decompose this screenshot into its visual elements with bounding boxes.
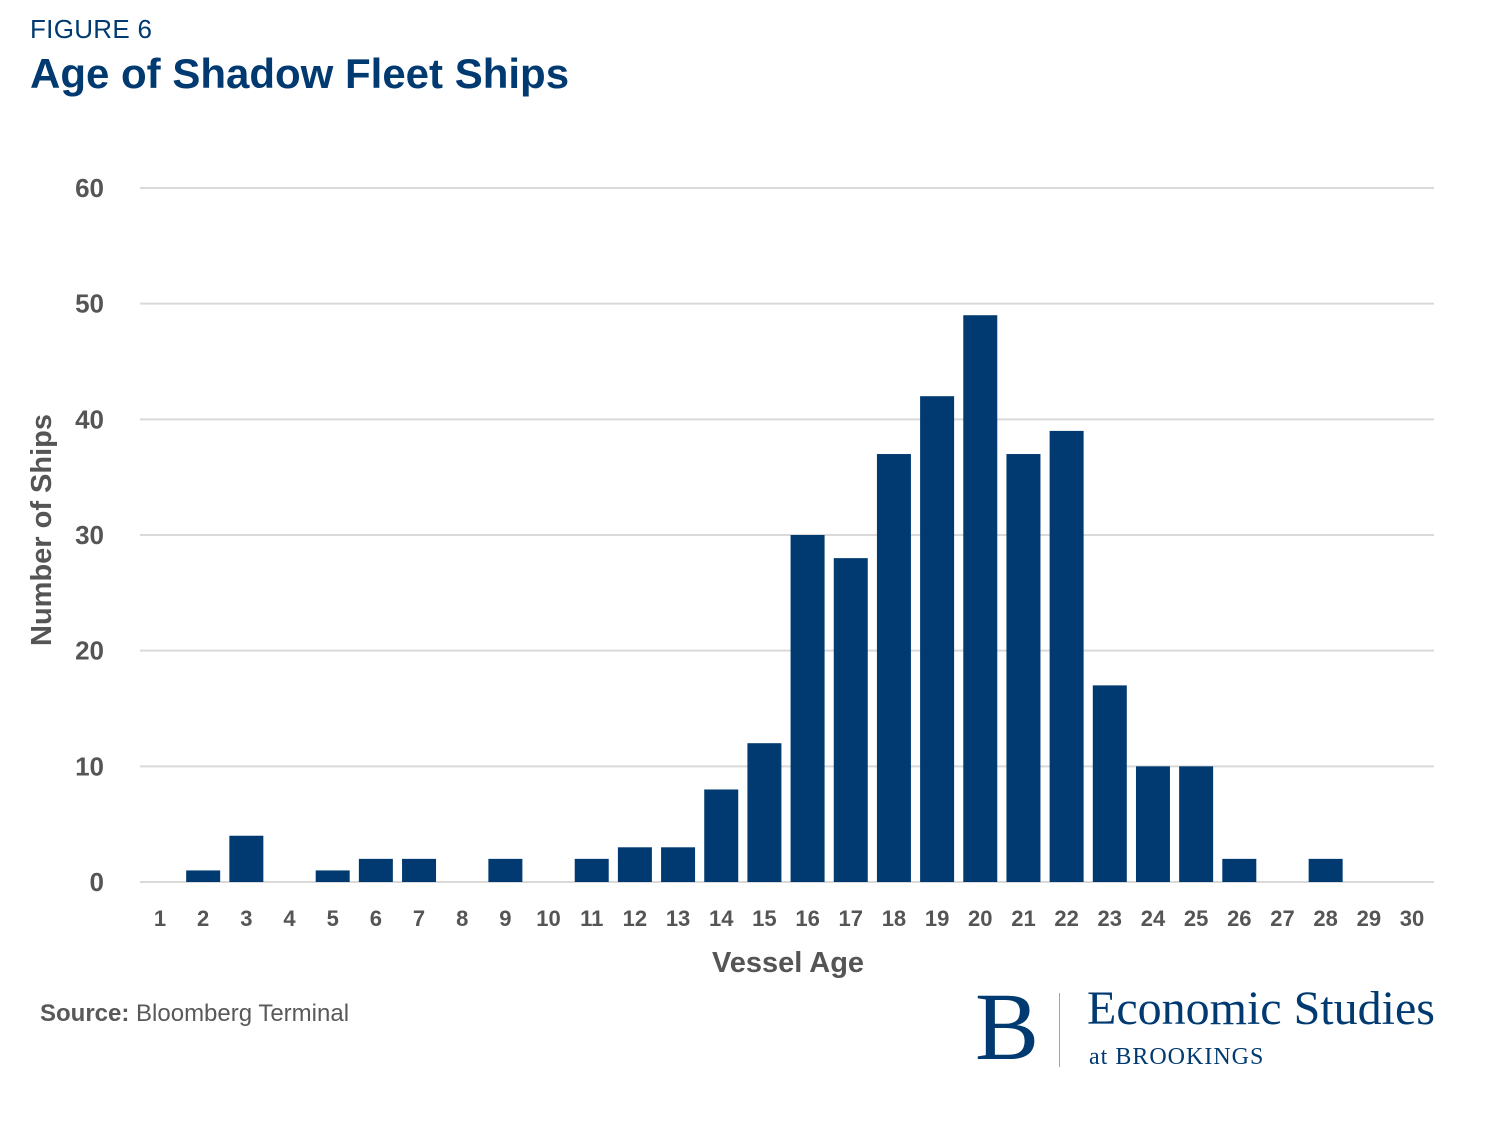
bar-age-9 xyxy=(488,858,523,882)
brookings-logo: B Economic Studies at BROOKINGS xyxy=(975,979,1475,1075)
x-tick-label: 29 xyxy=(1357,906,1381,931)
logo-subtitle: at BROOKINGS xyxy=(1089,1044,1265,1070)
source-text: Bloomberg Terminal xyxy=(136,1000,350,1027)
x-tick-label: 28 xyxy=(1313,906,1337,931)
y-tick-label: 20 xyxy=(75,636,104,666)
bar-age-28 xyxy=(1308,858,1343,882)
bar-age-13 xyxy=(661,847,696,882)
x-tick-label: 16 xyxy=(795,906,819,931)
bar-age-11 xyxy=(574,858,609,882)
x-tick-label: 26 xyxy=(1227,906,1251,931)
x-tick-label: 8 xyxy=(456,906,468,931)
x-tick-label: 5 xyxy=(327,906,339,931)
logo-name: Economic Studies xyxy=(1087,982,1435,1035)
x-tick-label: 23 xyxy=(1098,906,1122,931)
source-label: Source: xyxy=(40,1000,130,1027)
x-tick-label: 10 xyxy=(536,906,560,931)
bar-age-24 xyxy=(1135,766,1170,882)
bar-age-6 xyxy=(358,858,393,882)
source-note: Source: Bloomberg Terminal xyxy=(40,1000,349,1028)
x-tick-label: 15 xyxy=(752,906,776,931)
bar-age-15 xyxy=(747,743,782,882)
bar-age-16 xyxy=(790,535,825,882)
bars xyxy=(186,315,1343,882)
x-tick-label: 20 xyxy=(968,906,992,931)
bar-age-19 xyxy=(920,396,955,882)
bar-age-22 xyxy=(1049,430,1084,882)
bar-age-12 xyxy=(617,847,652,882)
x-axis-ticks: 1 2 3 4 5 6 7 8 9 10 11 12 13 14 15 16 17 18 19 20 21 22 23 24 2… xyxy=(154,906,1424,931)
x-tick-label: 19 xyxy=(925,906,949,931)
y-axis-title: Number of Ships xyxy=(26,414,58,646)
bar-age-25 xyxy=(1179,766,1214,882)
logo-mark: B xyxy=(975,973,1040,1080)
y-tick-label: 30 xyxy=(75,520,104,550)
x-tick-label: 6 xyxy=(370,906,382,931)
x-tick-label: 4 xyxy=(283,906,296,931)
x-tick-label: 24 xyxy=(1141,906,1166,931)
y-tick-label: 40 xyxy=(75,404,104,434)
y-tick-label: 60 xyxy=(75,173,104,203)
gridlines xyxy=(140,187,1434,883)
x-axis-title: Vessel Age xyxy=(712,947,864,979)
bar-age-21 xyxy=(1006,454,1041,882)
x-tick-label: 25 xyxy=(1184,906,1208,931)
x-tick-label: 18 xyxy=(882,906,906,931)
x-tick-label: 3 xyxy=(240,906,252,931)
x-tick-label: 14 xyxy=(709,906,734,931)
x-tick-label: 2 xyxy=(197,906,209,931)
bar-age-14 xyxy=(704,789,739,882)
y-tick-label: 50 xyxy=(75,289,104,319)
bar-age-18 xyxy=(876,454,911,882)
y-tick-label: 10 xyxy=(75,751,104,781)
x-tick-label: 22 xyxy=(1054,906,1078,931)
x-tick-label: 9 xyxy=(499,906,511,931)
bar-age-17 xyxy=(833,558,868,882)
bar-age-3 xyxy=(229,835,264,882)
x-tick-label: 11 xyxy=(580,906,603,931)
x-tick-label: 12 xyxy=(623,906,647,931)
x-tick-label: 13 xyxy=(666,906,690,931)
x-tick-label: 30 xyxy=(1400,906,1424,931)
x-tick-label: 7 xyxy=(413,906,425,931)
x-tick-label: 1 xyxy=(154,906,166,931)
logo-divider xyxy=(1059,993,1060,1067)
bar-age-5 xyxy=(315,870,350,882)
y-axis-ticks: 0 10 20 30 40 50 60 xyxy=(75,173,104,897)
bar-age-26 xyxy=(1222,858,1257,882)
x-tick-label: 17 xyxy=(839,906,863,931)
bar-age-7 xyxy=(402,858,437,882)
bar-age-2 xyxy=(186,870,221,882)
x-tick-label: 21 xyxy=(1011,906,1035,931)
bar-age-23 xyxy=(1092,685,1127,882)
bar-age-20 xyxy=(963,315,998,882)
figure-label: FIGURE 6 xyxy=(30,14,153,44)
y-tick-label: 0 xyxy=(90,867,104,897)
chart-title: Age of Shadow Fleet Ships xyxy=(30,50,570,97)
x-tick-label: 27 xyxy=(1270,906,1294,931)
